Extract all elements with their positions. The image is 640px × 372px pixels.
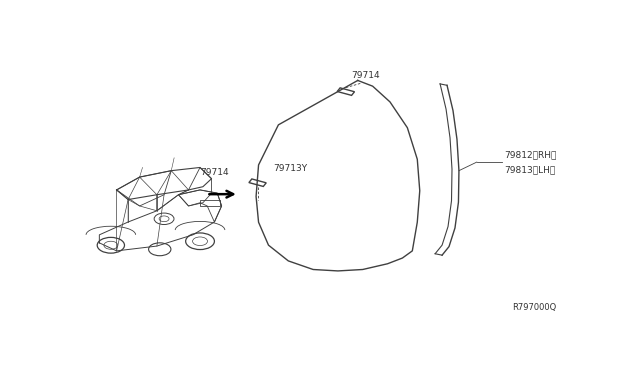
Bar — [337, 88, 355, 95]
Text: 79714: 79714 — [351, 71, 380, 80]
Text: 79813〈LH〉: 79813〈LH〉 — [504, 166, 556, 174]
Text: 79714: 79714 — [200, 169, 229, 177]
Bar — [249, 179, 266, 186]
Text: 79812〈RH〉: 79812〈RH〉 — [504, 150, 556, 159]
Text: R797000Q: R797000Q — [512, 304, 556, 312]
Text: 79713Y: 79713Y — [273, 164, 308, 173]
